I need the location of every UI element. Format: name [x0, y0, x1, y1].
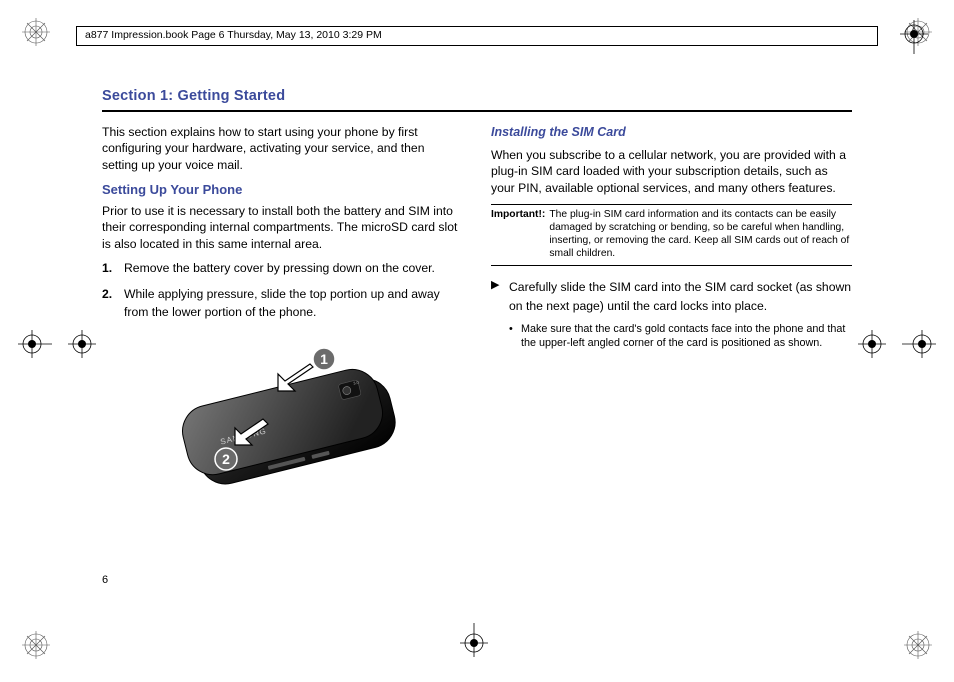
sim-note-item: • Make sure that the card's gold contact…	[509, 322, 852, 350]
phone-illustration: 3.0 SAMSUNG	[102, 329, 463, 493]
important-note: Important!: The plug-in SIM card informa…	[491, 204, 852, 265]
header-text: a877 Impression.book Page 6 Thursday, Ma…	[85, 29, 382, 41]
reg-mark-bl	[22, 631, 50, 664]
step-2-text: While applying pressure, slide the top p…	[124, 286, 463, 321]
left-column: This section explains how to start using…	[102, 124, 463, 494]
page-content: Section 1: Getting Started This section …	[102, 88, 852, 582]
sim-instruction-list: ▶ Carefully slide the SIM card into the …	[491, 278, 852, 316]
setup-heading: Setting Up Your Phone	[102, 181, 463, 199]
step-1-number: 1.	[102, 260, 124, 278]
sim-note-text: Make sure that the card's gold contacts …	[521, 322, 852, 350]
two-columns: This section explains how to start using…	[102, 124, 852, 494]
page-number: 6	[102, 574, 108, 586]
step-2-number: 2.	[102, 286, 124, 321]
section-title: Section 1: Getting Started	[102, 88, 852, 104]
important-label: Important!:	[491, 209, 545, 260]
sim-instruction-text: Carefully slide the SIM card into the SI…	[509, 278, 852, 316]
bullet-icon: •	[509, 322, 521, 350]
sim-instruction-item: ▶ Carefully slide the SIM card into the …	[491, 278, 852, 316]
step-1: 1. Remove the battery cover by pressing …	[102, 260, 463, 278]
sim-heading: Installing the SIM Card	[491, 124, 852, 141]
reg-mark-tl	[22, 18, 50, 51]
callout-2: 2	[222, 451, 230, 467]
arrow-icon: ▶	[491, 278, 509, 316]
step-2: 2. While applying pressure, slide the to…	[102, 286, 463, 321]
section-rule	[102, 110, 852, 112]
setup-paragraph: Prior to use it is necessary to install …	[102, 203, 463, 252]
reg-mark-ml2	[68, 330, 96, 363]
intro-paragraph: This section explains how to start using…	[102, 124, 463, 173]
sim-note-list: • Make sure that the card's gold contact…	[491, 322, 852, 350]
reg-mark-mr2	[858, 330, 886, 363]
reg-mark-ml	[18, 330, 52, 363]
reg-mark-bc	[460, 623, 488, 662]
reg-mark-br	[904, 631, 932, 664]
reg-mark-mr	[902, 330, 936, 363]
reg-mark-tc	[900, 20, 928, 59]
callout-1: 1	[320, 351, 328, 367]
setup-steps: 1. Remove the battery cover by pressing …	[102, 260, 463, 321]
sim-paragraph: When you subscribe to a cellular network…	[491, 147, 852, 196]
step-1-text: Remove the battery cover by pressing dow…	[124, 260, 463, 278]
important-text: The plug-in SIM card information and its…	[549, 209, 852, 260]
right-column: Installing the SIM Card When you subscri…	[491, 124, 852, 494]
document-header: a877 Impression.book Page 6 Thursday, Ma…	[76, 26, 878, 46]
